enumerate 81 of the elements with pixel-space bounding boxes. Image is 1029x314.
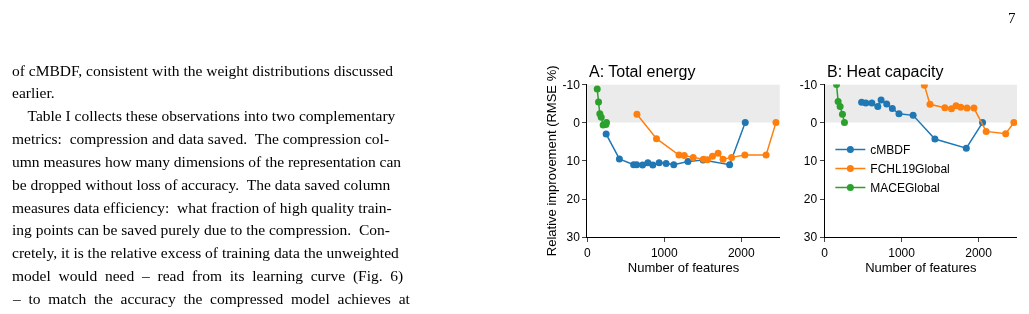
y-tick-label: -10 (562, 77, 581, 92)
point (741, 119, 749, 127)
point (644, 159, 652, 167)
text: metrics: compression and data saved. The compression col- (12, 130, 390, 147)
chart-title: A: Total energy (589, 63, 696, 80)
x-tick-label: 2000 (727, 245, 755, 260)
y-tick-label: 20 (566, 192, 581, 207)
text: measures data efficiency: what fraction of high quality train- (12, 199, 392, 216)
point (957, 103, 965, 111)
point (862, 99, 870, 107)
point (652, 135, 660, 143)
point (931, 135, 939, 143)
point (593, 85, 601, 93)
y-tick-label: 20 (803, 192, 818, 207)
legend-label: FCHL19Global (870, 162, 950, 177)
point (703, 156, 711, 164)
point (680, 151, 688, 159)
text: model would need – read from its learning curve (Fig. 6) (12, 267, 404, 285)
point (708, 152, 716, 160)
point (762, 151, 770, 159)
point (649, 161, 657, 169)
text: Table I collects these observations into two complementary (12, 107, 396, 124)
point (670, 161, 678, 169)
point (877, 96, 885, 104)
y-tick-label: 30 (803, 230, 818, 245)
y-tick-label: -10 (799, 77, 818, 92)
x-axis-title: Number of features (865, 259, 977, 275)
text: ing points can be saved purely due to the compression. Con- (12, 221, 390, 238)
point (941, 104, 949, 112)
point (962, 144, 970, 152)
point (926, 100, 934, 108)
legend-label: cMBDF (870, 143, 911, 158)
point (741, 151, 749, 159)
text: cretely, it is the relative excess of training data the unweighted (12, 244, 400, 261)
point (982, 127, 990, 135)
y-tick-label: 0 (573, 115, 581, 130)
point (874, 103, 882, 111)
text: be dropped without loss of accuracy. The data saved column (12, 176, 391, 193)
point (772, 119, 780, 127)
point (1010, 119, 1018, 127)
text: earlier. (12, 84, 55, 101)
point (662, 160, 670, 167)
chart-title: B: Heat capacity (827, 63, 944, 80)
point (836, 103, 844, 111)
x-axis-title: Number of features (627, 259, 740, 275)
y-tick-label: 10 (566, 154, 581, 169)
point (726, 161, 734, 169)
point (840, 119, 848, 127)
point (728, 153, 736, 161)
x-tick-label: 1000 (888, 245, 916, 260)
x-tick-label: 0 (583, 245, 591, 260)
point (633, 110, 641, 118)
point (970, 104, 978, 112)
point (895, 110, 903, 118)
point (838, 110, 846, 118)
point (689, 153, 697, 161)
point (655, 159, 663, 167)
point (963, 104, 971, 112)
point (615, 155, 623, 163)
point (1002, 130, 1010, 138)
point (909, 111, 917, 119)
point (714, 149, 722, 157)
text: of cMBDF, consistent with the weight distributions discussed (12, 62, 394, 79)
text: – to match the accuracy the compressed model achieves at (12, 290, 411, 307)
text: umn measures how many dimensions of the representation can (12, 153, 402, 170)
point (719, 155, 727, 163)
legend-label: MACEGlobal (870, 181, 940, 196)
point (684, 158, 692, 166)
text: 7 (1008, 10, 1016, 26)
y-tick-label: 0 (810, 115, 818, 130)
x-tick-label: 1000 (650, 245, 678, 260)
y-tick-label: 30 (566, 230, 581, 245)
x-tick-label: 2000 (965, 245, 993, 260)
point (888, 104, 896, 112)
point (868, 99, 876, 107)
point (595, 98, 603, 106)
y-axis-title: Relative improvement (RMSE %) (544, 65, 560, 257)
point (602, 130, 610, 138)
point (883, 100, 891, 108)
y-tick-label: 10 (803, 154, 818, 169)
x-tick-label: 0 (821, 245, 829, 260)
